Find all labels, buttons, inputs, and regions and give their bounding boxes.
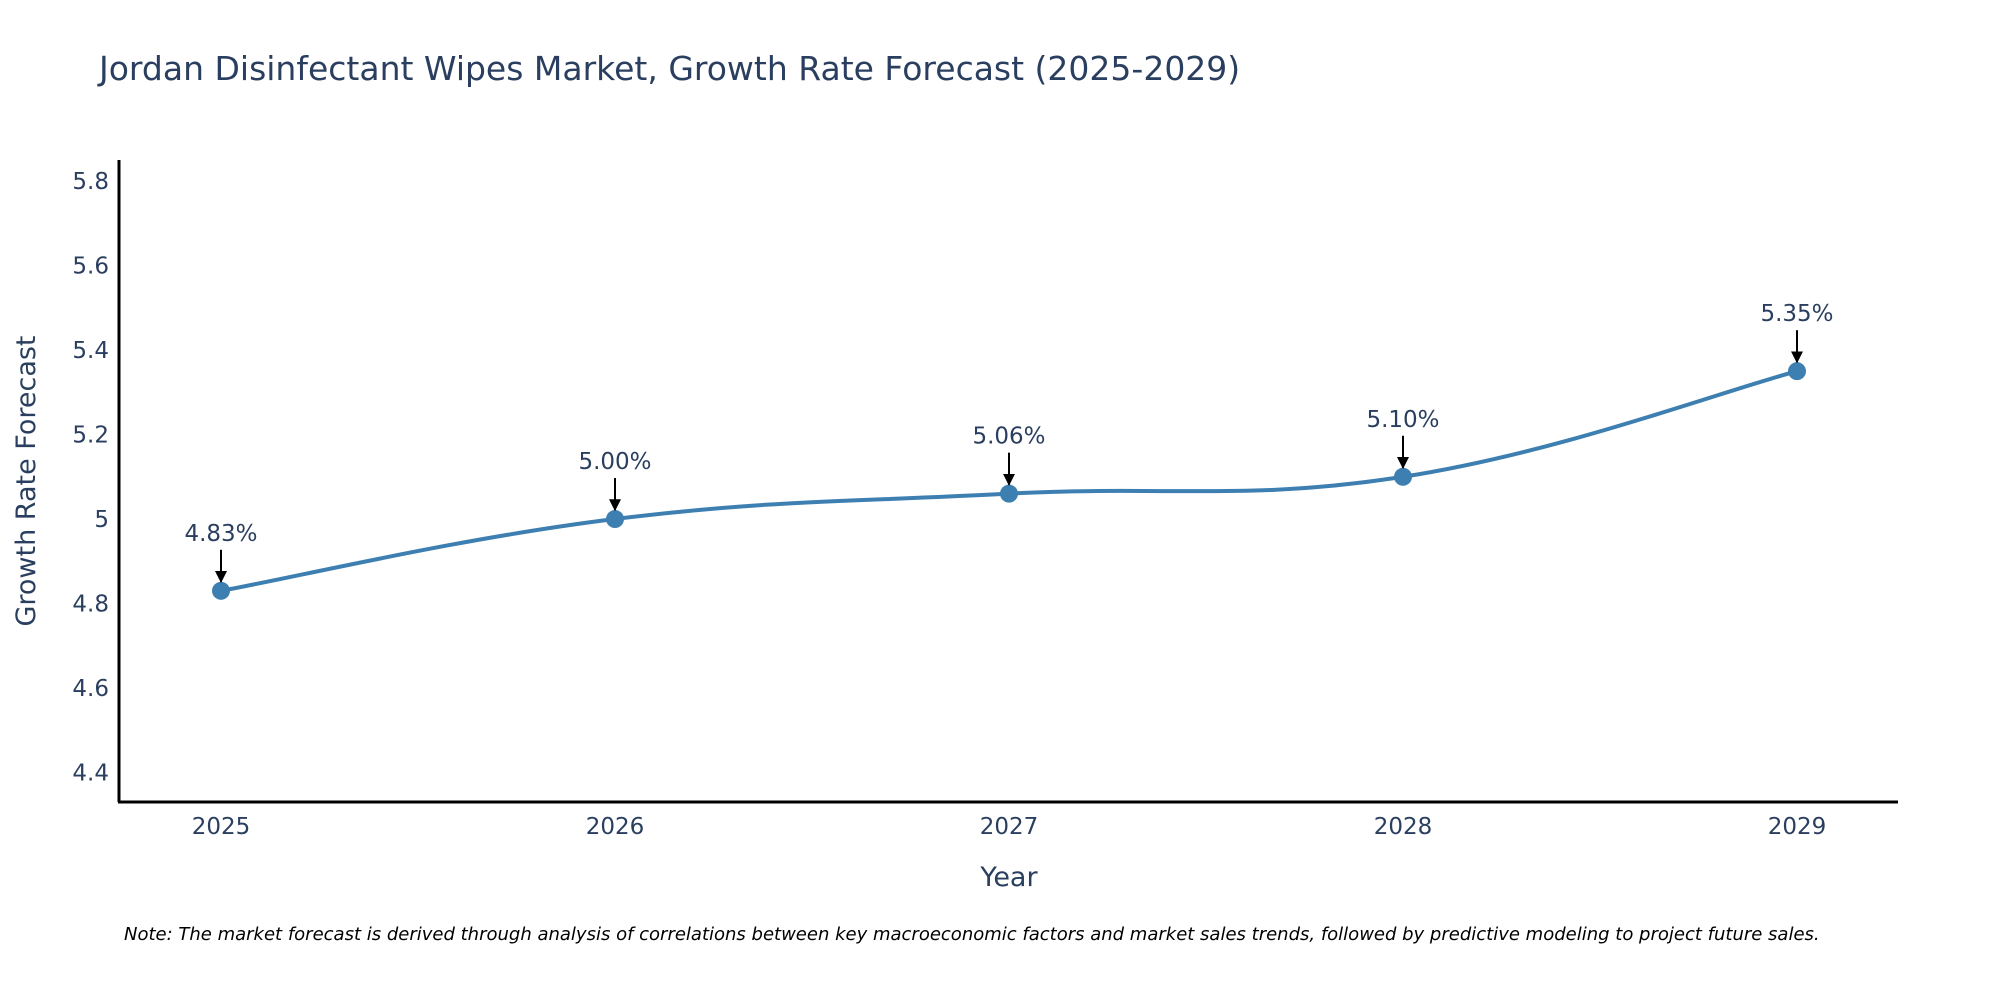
x-axis-ticks: 2025 2026 2027 2028 2029: [192, 814, 1827, 840]
data-label: 5.35%: [1760, 301, 1833, 327]
y-tick-label: 4.6: [72, 676, 109, 702]
x-tick-label: 2027: [980, 814, 1039, 840]
y-axis-title: Growth Rate Forecast: [11, 335, 42, 626]
x-axis-title: Year: [979, 862, 1038, 893]
data-points: [212, 362, 1806, 600]
y-tick-label: 5.8: [72, 169, 109, 195]
data-label: 5.06%: [972, 424, 1045, 450]
data-point: [212, 581, 230, 600]
x-tick-label: 2025: [192, 814, 251, 840]
footnote: Note: The market forecast is derived thr…: [124, 924, 1820, 945]
data-point: [1394, 467, 1412, 486]
y-tick-label: 5.6: [72, 254, 109, 280]
chart-title: Jordan Disinfectant Wipes Market, Growth…: [97, 49, 1240, 88]
data-label: 4.83%: [184, 521, 257, 547]
data-label: 5.00%: [578, 449, 651, 475]
data-label: 5.10%: [1366, 407, 1439, 433]
data-point: [1000, 484, 1018, 503]
data-point: [1788, 362, 1806, 381]
y-tick-label: 4.4: [72, 760, 109, 786]
data-annotations: 4.83% 5.00% 5.06% 5.10% 5.35%: [184, 301, 1834, 584]
y-axis-ticks: 4.4 4.6 4.8 5 5.2 5.4 5.6 5.8: [72, 169, 109, 786]
y-tick-label: 5.4: [72, 338, 109, 364]
y-tick-label: 5: [94, 507, 109, 533]
x-tick-label: 2028: [1374, 814, 1433, 840]
y-tick-label: 5.2: [72, 423, 109, 449]
y-tick-label: 4.8: [72, 591, 109, 617]
x-tick-label: 2026: [586, 814, 645, 840]
data-point: [606, 510, 624, 529]
x-tick-label: 2029: [1768, 814, 1827, 840]
